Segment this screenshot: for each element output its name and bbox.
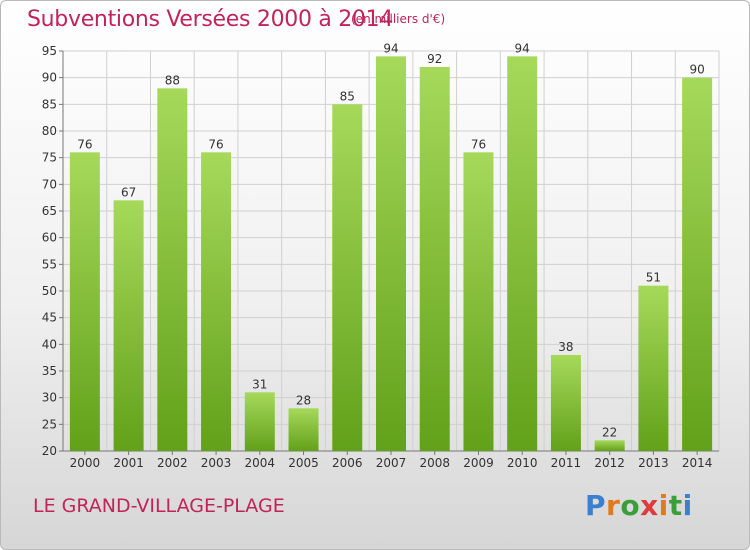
x-tick-label: 2010 [507,456,538,470]
bar[interactable] [638,285,669,451]
bar-value-label: 94 [383,41,398,55]
y-tick-label: 30 [42,391,57,405]
bar[interactable] [463,152,494,452]
y-tick-label: 60 [42,231,57,245]
bar-value-label: 76 [471,137,486,151]
chart-subtitle: (en milliers d'€) [351,12,446,26]
x-tick-label: 2009 [463,456,494,470]
x-tick-label: 2014 [682,456,713,470]
proxiti-logo[interactable]: Proxiti [585,489,693,522]
bar-value-label: 67 [121,185,136,199]
y-tick-label: 55 [42,257,57,271]
bar-value-label: 90 [689,63,704,77]
x-tick-label: 2013 [638,456,669,470]
y-tick-label: 85 [42,97,57,111]
logo-letter: o [620,489,641,522]
x-tick-label: 2008 [419,456,450,470]
bar-value-label: 28 [296,393,311,407]
bar[interactable] [550,355,581,451]
y-tick-label: 75 [42,151,57,165]
bar[interactable] [376,56,406,451]
y-tick-label: 90 [42,71,57,85]
bar-value-label: 31 [252,377,267,391]
logo-letter: x [640,489,659,522]
chart-title: Subventions Versées 2000 à 2014 [27,7,394,32]
y-tick-label: 70 [42,177,57,191]
labels: 20 25 30 35 40 45 50 55 60 65 70 75 80 85 90 95 76 2000 67… [42,41,713,470]
bar[interactable] [113,200,144,451]
y-tick-label: 80 [42,124,57,138]
x-tick-label: 2012 [594,456,625,470]
y-tick-label: 65 [42,204,57,218]
bar[interactable] [332,104,363,451]
y-tick-label: 40 [42,337,57,351]
y-tick-label: 45 [42,311,57,325]
bar[interactable] [594,440,625,451]
x-tick-label: 2001 [113,456,144,470]
x-tick-label: 2003 [201,456,232,470]
bar-value-label: 76 [77,137,92,151]
y-tick-label: 35 [42,364,57,378]
bar[interactable] [69,152,100,452]
place-name: LE GRAND-VILLAGE-PLAGE [33,495,285,517]
y-tick-label: 25 [42,417,57,431]
bar-value-label: 92 [427,52,442,66]
bar[interactable] [201,152,232,452]
x-tick-label: 2011 [551,456,582,470]
bar-value-label: 51 [646,271,661,285]
bar[interactable] [682,77,713,452]
logo-letter: i [682,489,693,522]
bar[interactable] [244,392,275,451]
bar-value-label: 88 [165,73,180,87]
bar-value-label: 76 [208,137,223,151]
x-tick-label: 2006 [332,456,363,470]
bar[interactable] [507,56,538,451]
bar-value-label: 22 [602,425,617,439]
x-tick-label: 2000 [70,456,101,470]
logo-letter: i [658,489,669,522]
y-tick-label: 20 [42,444,57,458]
x-tick-label: 2005 [288,456,319,470]
bar-value-label: 85 [340,89,355,103]
bar-value-label: 94 [515,41,530,55]
bar[interactable] [419,67,450,451]
y-tick-label: 95 [42,44,57,58]
y-tick-label: 50 [42,284,57,298]
x-tick-label: 2002 [157,456,188,470]
bar[interactable] [288,408,319,451]
bar-value-label: 38 [558,340,573,354]
bars [69,56,713,452]
x-tick-label: 2004 [245,456,276,470]
logo-letter: r [606,489,621,522]
logo-letter: P [585,489,607,522]
logo-letter: t [668,489,683,522]
bar[interactable] [157,88,188,451]
x-tick-label: 2007 [376,456,407,470]
